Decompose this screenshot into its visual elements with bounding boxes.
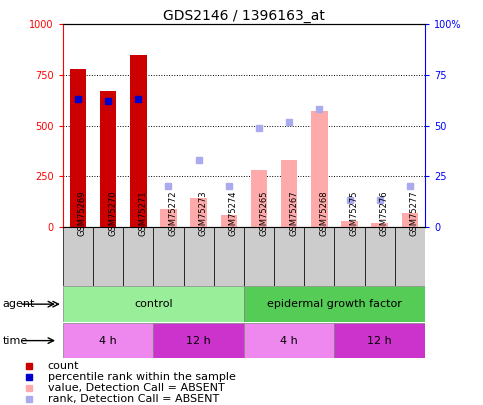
- Text: control: control: [134, 299, 172, 309]
- Text: GSM75269: GSM75269: [78, 190, 87, 236]
- FancyBboxPatch shape: [365, 227, 395, 286]
- Text: GSM75274: GSM75274: [229, 190, 238, 236]
- Bar: [130, 55, 146, 227]
- Text: GSM75277: GSM75277: [410, 190, 419, 236]
- Bar: [221, 215, 237, 227]
- Text: GSM75276: GSM75276: [380, 190, 389, 236]
- Bar: [63, 323, 154, 358]
- Bar: [251, 170, 267, 227]
- Bar: [190, 198, 207, 227]
- FancyBboxPatch shape: [334, 227, 365, 286]
- Bar: [160, 209, 177, 227]
- Bar: [402, 213, 418, 227]
- FancyBboxPatch shape: [395, 227, 425, 286]
- FancyBboxPatch shape: [93, 227, 123, 286]
- Text: 4 h: 4 h: [99, 336, 117, 345]
- Text: 12 h: 12 h: [368, 336, 392, 345]
- Text: value, Detection Call = ABSENT: value, Detection Call = ABSENT: [48, 383, 225, 393]
- FancyBboxPatch shape: [244, 227, 274, 286]
- Bar: [70, 69, 86, 227]
- FancyBboxPatch shape: [123, 227, 154, 286]
- FancyBboxPatch shape: [274, 227, 304, 286]
- Bar: [334, 323, 425, 358]
- Bar: [100, 91, 116, 227]
- Text: agent: agent: [2, 299, 35, 309]
- Bar: [281, 160, 298, 227]
- Text: GSM75272: GSM75272: [169, 190, 177, 236]
- FancyBboxPatch shape: [304, 227, 334, 286]
- Text: GSM75271: GSM75271: [138, 190, 147, 236]
- FancyBboxPatch shape: [63, 227, 93, 286]
- Text: GSM75273: GSM75273: [199, 190, 208, 236]
- Text: GSM75268: GSM75268: [319, 190, 328, 236]
- Bar: [244, 286, 425, 322]
- Text: percentile rank within the sample: percentile rank within the sample: [48, 372, 236, 382]
- Text: 12 h: 12 h: [186, 336, 211, 345]
- Text: GSM75270: GSM75270: [108, 190, 117, 236]
- Text: time: time: [2, 336, 28, 345]
- Bar: [371, 223, 388, 227]
- Title: GDS2146 / 1396163_at: GDS2146 / 1396163_at: [163, 9, 325, 23]
- Text: rank, Detection Call = ABSENT: rank, Detection Call = ABSENT: [48, 394, 219, 405]
- FancyBboxPatch shape: [154, 227, 184, 286]
- Text: GSM75265: GSM75265: [259, 190, 268, 236]
- Bar: [154, 323, 244, 358]
- Text: GSM75275: GSM75275: [350, 190, 358, 236]
- Text: 4 h: 4 h: [280, 336, 298, 345]
- Text: GSM75267: GSM75267: [289, 190, 298, 236]
- FancyBboxPatch shape: [184, 227, 213, 286]
- Bar: [341, 221, 358, 227]
- Bar: [63, 286, 244, 322]
- FancyBboxPatch shape: [213, 227, 244, 286]
- Text: epidermal growth factor: epidermal growth factor: [267, 299, 402, 309]
- Bar: [311, 111, 327, 227]
- Text: count: count: [48, 361, 79, 371]
- Bar: [244, 323, 334, 358]
